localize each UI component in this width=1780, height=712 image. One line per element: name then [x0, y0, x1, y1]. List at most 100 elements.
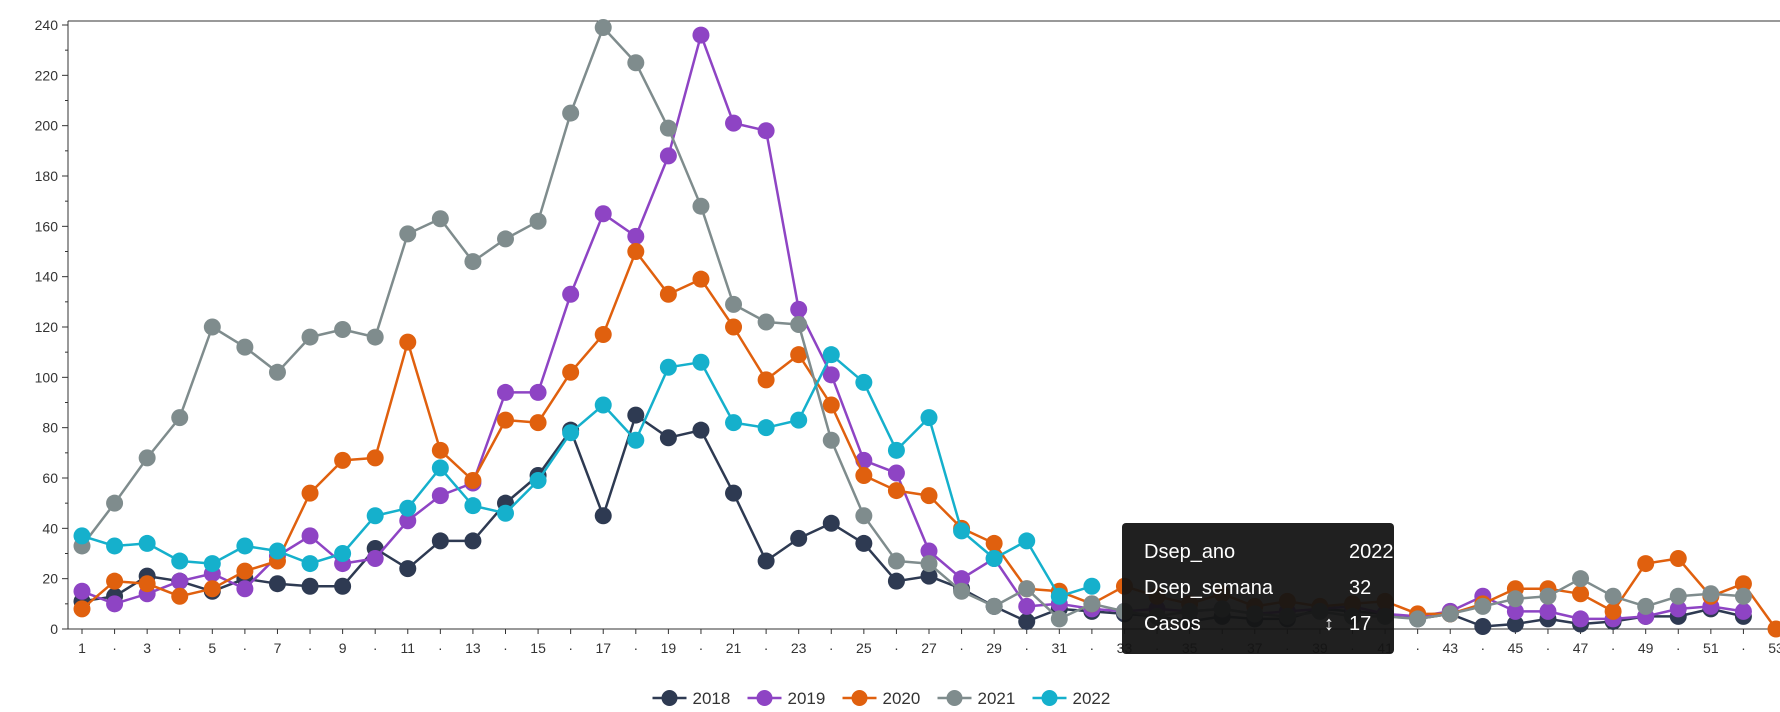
data-point[interactable] — [464, 532, 482, 550]
data-point[interactable] — [562, 424, 580, 442]
data-point[interactable] — [73, 600, 91, 618]
data-point[interactable] — [855, 466, 873, 484]
data-point[interactable] — [301, 527, 319, 545]
data-point[interactable] — [1604, 587, 1622, 605]
data-point[interactable] — [399, 512, 417, 530]
data-point[interactable] — [627, 431, 645, 449]
data-point[interactable] — [171, 409, 189, 427]
data-point[interactable] — [855, 534, 873, 552]
data-point[interactable] — [1669, 600, 1687, 618]
data-point[interactable] — [236, 562, 254, 580]
data-point[interactable] — [1572, 570, 1590, 588]
data-point[interactable] — [1637, 555, 1655, 573]
data-point[interactable] — [203, 555, 221, 573]
data-point[interactable] — [138, 575, 156, 593]
data-point[interactable] — [268, 363, 286, 381]
data-point[interactable] — [138, 534, 156, 552]
data-point[interactable] — [822, 346, 840, 364]
data-point[interactable] — [171, 587, 189, 605]
data-point[interactable] — [985, 534, 1003, 552]
data-point[interactable] — [822, 396, 840, 414]
data-point[interactable] — [301, 555, 319, 573]
data-point[interactable] — [887, 552, 905, 570]
data-point[interactable] — [855, 507, 873, 525]
data-point[interactable] — [1572, 610, 1590, 628]
data-point[interactable] — [1767, 620, 1780, 638]
data-point[interactable] — [529, 472, 547, 490]
data-point[interactable] — [203, 580, 221, 598]
data-point[interactable] — [366, 550, 384, 568]
data-point[interactable] — [627, 54, 645, 72]
data-point[interactable] — [562, 104, 580, 122]
data-point[interactable] — [822, 366, 840, 384]
data-point[interactable] — [497, 504, 514, 522]
data-point[interactable] — [594, 326, 612, 344]
data-point[interactable] — [920, 542, 938, 560]
data-point[interactable] — [1050, 610, 1068, 628]
data-point[interactable] — [431, 210, 449, 228]
data-point[interactable] — [106, 494, 124, 512]
data-point[interactable] — [268, 542, 286, 560]
data-point[interactable] — [757, 122, 775, 140]
data-point[interactable] — [1506, 590, 1524, 608]
data-point[interactable] — [334, 545, 352, 562]
data-point[interactable] — [431, 459, 449, 477]
data-point[interactable] — [627, 227, 645, 245]
data-point[interactable] — [1734, 602, 1752, 620]
data-point[interactable] — [725, 484, 743, 502]
data-point[interactable] — [1637, 597, 1655, 615]
data-point[interactable] — [790, 300, 808, 318]
data-point[interactable] — [627, 406, 645, 424]
data-point[interactable] — [692, 353, 710, 371]
data-point[interactable] — [1018, 597, 1036, 615]
data-point[interactable] — [659, 147, 677, 165]
data-point[interactable] — [529, 383, 547, 401]
data-point[interactable] — [1734, 587, 1752, 605]
data-point[interactable] — [301, 577, 319, 595]
data-point[interactable] — [431, 441, 449, 459]
data-point[interactable] — [464, 497, 482, 515]
data-point[interactable] — [497, 411, 514, 429]
data-point[interactable] — [1506, 615, 1524, 633]
data-point[interactable] — [1441, 605, 1459, 623]
data-point[interactable] — [1083, 577, 1101, 595]
data-point[interactable] — [1083, 595, 1101, 613]
data-point[interactable] — [822, 514, 840, 532]
data-point[interactable] — [268, 575, 286, 593]
data-point[interactable] — [725, 414, 743, 432]
legend-item[interactable]: 2018 — [652, 689, 731, 708]
data-point[interactable] — [920, 409, 938, 427]
data-point[interactable] — [887, 482, 905, 500]
data-point[interactable] — [399, 499, 417, 517]
data-point[interactable] — [790, 315, 808, 333]
data-point[interactable] — [1018, 580, 1036, 598]
data-point[interactable] — [953, 570, 971, 588]
data-point[interactable] — [1572, 585, 1590, 603]
data-point[interactable] — [171, 552, 189, 570]
data-point[interactable] — [790, 346, 808, 364]
data-point[interactable] — [757, 419, 775, 437]
data-point[interactable] — [1018, 612, 1036, 630]
data-point[interactable] — [920, 567, 938, 585]
data-point[interactable] — [725, 114, 743, 132]
data-point[interactable] — [1409, 610, 1427, 628]
data-point[interactable] — [334, 321, 352, 339]
data-point[interactable] — [562, 363, 580, 381]
data-point[interactable] — [1474, 597, 1492, 615]
data-point[interactable] — [659, 358, 677, 376]
data-point[interactable] — [953, 582, 971, 600]
data-point[interactable] — [855, 373, 873, 391]
data-point[interactable] — [692, 421, 710, 439]
data-point[interactable] — [106, 572, 124, 590]
data-point[interactable] — [106, 537, 124, 555]
data-point[interactable] — [236, 338, 254, 356]
data-point[interactable] — [887, 572, 905, 590]
data-point[interactable] — [887, 464, 905, 482]
data-point[interactable] — [366, 507, 384, 525]
data-point[interactable] — [399, 225, 417, 243]
data-point[interactable] — [692, 26, 710, 44]
data-point[interactable] — [1018, 532, 1036, 550]
data-point[interactable] — [366, 328, 384, 346]
data-point[interactable] — [725, 295, 743, 313]
data-point[interactable] — [562, 285, 580, 303]
